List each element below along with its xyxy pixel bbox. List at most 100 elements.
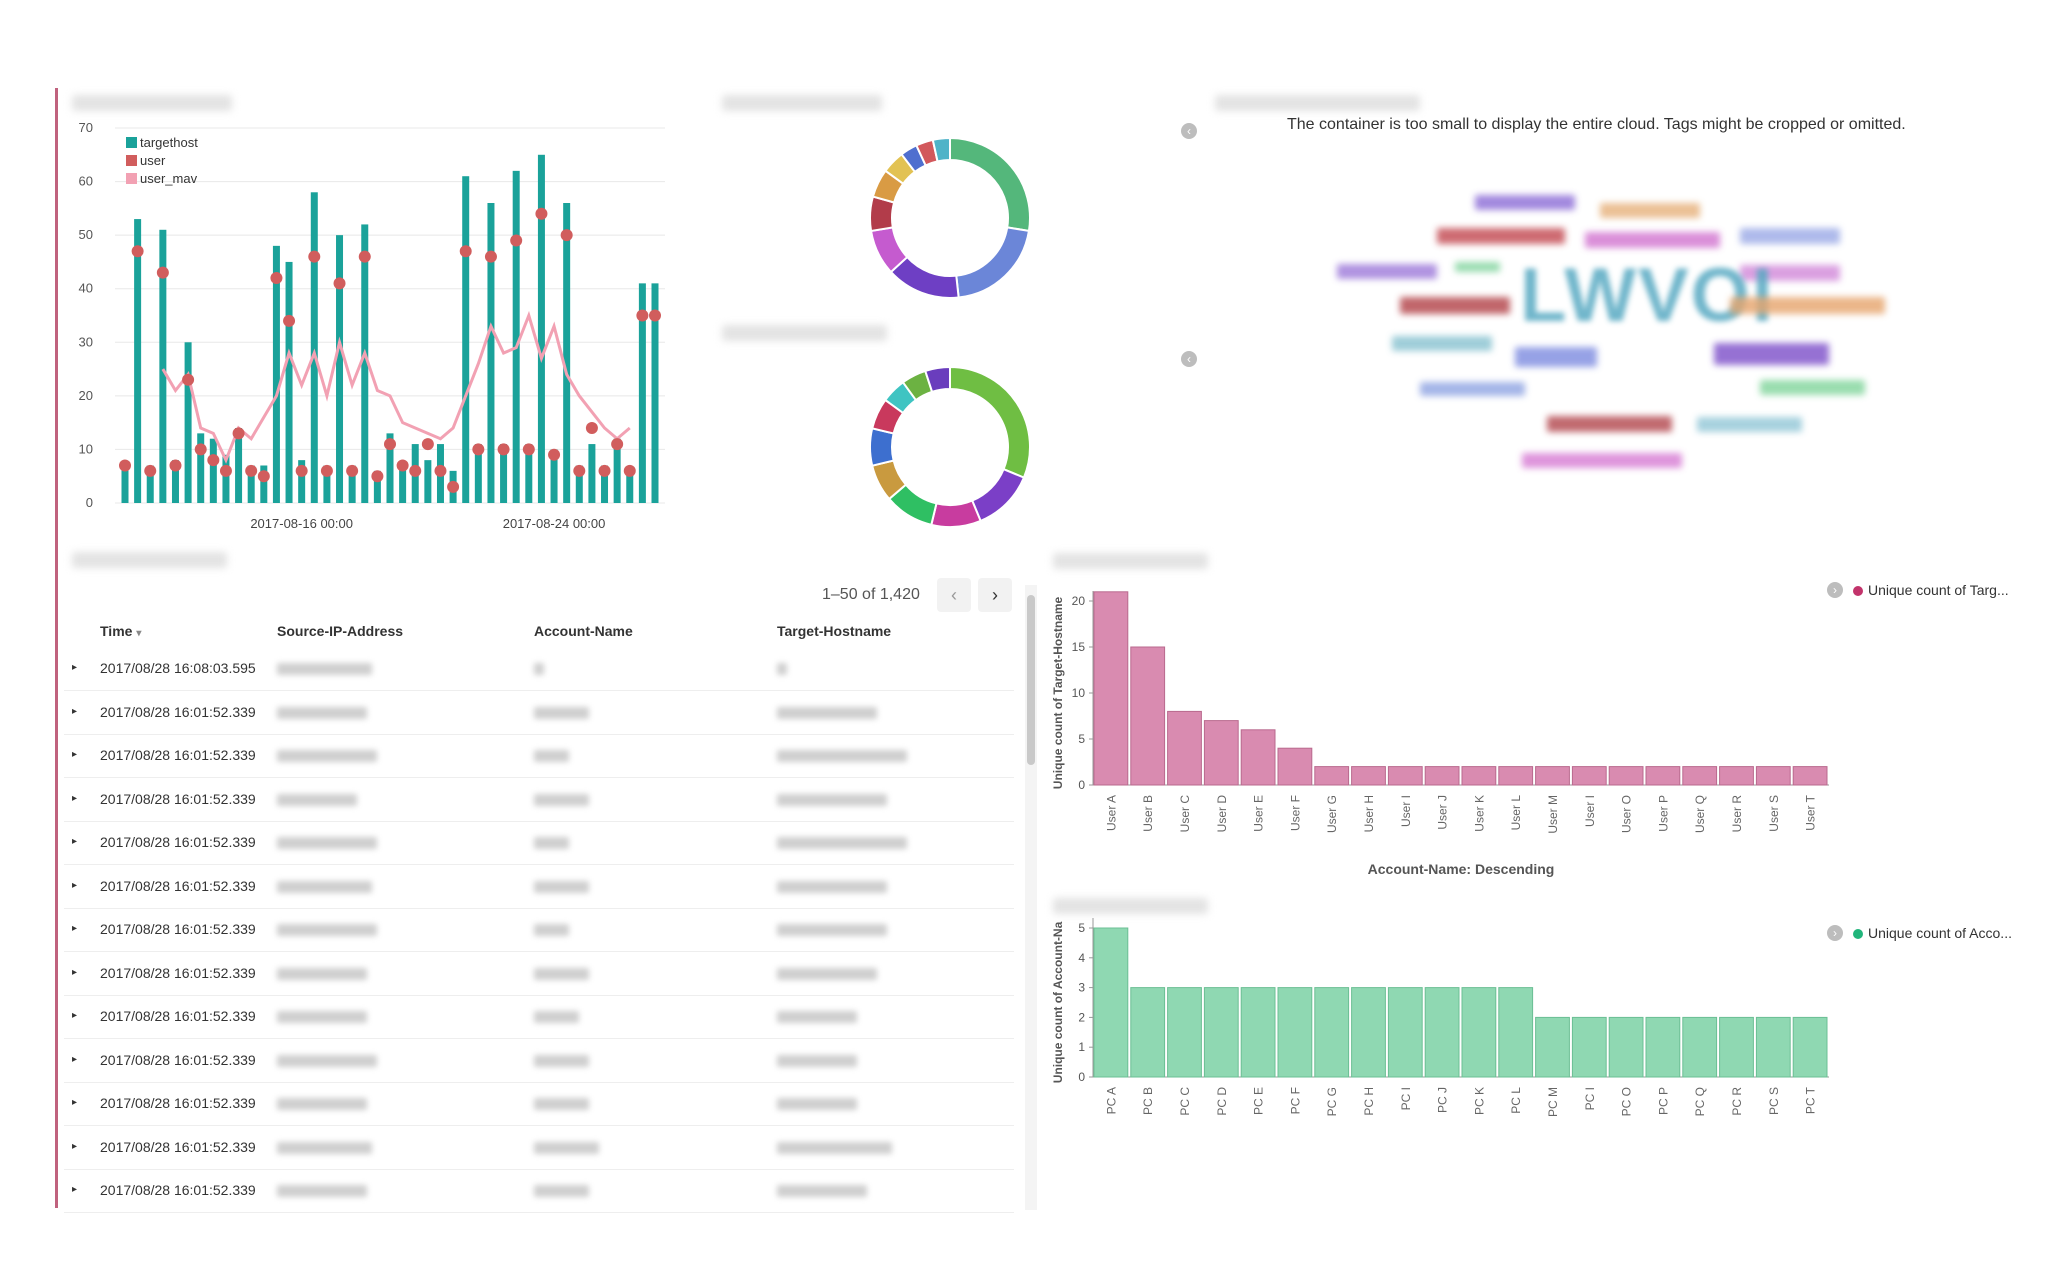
bar-bottom-legend[interactable]: Unique count of Acco...: [1853, 925, 2012, 941]
expand-row-icon[interactable]: ▸: [72, 662, 78, 673]
cloud-tag[interactable]: [1547, 416, 1672, 432]
table-row[interactable]: ▸ 2017/08/28 16:01:52.339: [64, 1126, 1014, 1170]
expand-row-icon[interactable]: ▸: [72, 1097, 78, 1108]
expand-row-icon[interactable]: ▸: [72, 966, 78, 978]
bar[interactable]: [1792, 766, 1828, 786]
bar[interactable]: [1240, 987, 1276, 1078]
cloud-tag[interactable]: [1697, 417, 1802, 432]
cloud-tag[interactable]: [1760, 380, 1865, 395]
table-scrollbar[interactable]: [1025, 585, 1037, 1210]
table-row[interactable]: ▸ 2017/08/28 16:01:52.339: [64, 995, 1014, 1039]
bar-top-legend[interactable]: Unique count of Targ...: [1853, 582, 2009, 598]
bar[interactable]: [1277, 747, 1313, 786]
bar[interactable]: [1755, 766, 1791, 786]
column-header-time[interactable]: Time ▾: [100, 623, 142, 639]
bar[interactable]: [1682, 1016, 1718, 1078]
previous-page-button[interactable]: ‹: [937, 578, 971, 612]
column-header-target-hostname[interactable]: Target-Hostname: [777, 623, 892, 639]
bar[interactable]: [1167, 987, 1202, 1078]
bar[interactable]: [1682, 766, 1718, 786]
expand-row-icon[interactable]: ▸: [72, 836, 78, 847]
cloud-tag[interactable]: [1730, 297, 1885, 314]
donut-slice[interactable]: [949, 365, 1031, 479]
cloud-next-icon[interactable]: ‹: [1181, 351, 1197, 367]
bar[interactable]: [1755, 1016, 1791, 1078]
expand-row-icon[interactable]: ▸: [72, 1184, 78, 1195]
bar[interactable]: [1093, 591, 1129, 786]
expand-row-icon[interactable]: ▸: [72, 1140, 78, 1152]
sort-descending-icon[interactable]: ▾: [136, 628, 142, 639]
bar[interactable]: [1498, 766, 1534, 786]
bar[interactable]: [1424, 987, 1460, 1078]
bar[interactable]: [1498, 987, 1534, 1078]
table-row[interactable]: ▸ 2017/08/28 16:01:52.339: [64, 734, 1014, 778]
cloud-tag[interactable]: [1585, 232, 1720, 248]
bar[interactable]: [1645, 766, 1681, 786]
cloud-prev-icon[interactable]: ‹: [1181, 123, 1197, 139]
expand-row-icon[interactable]: ▸: [72, 1010, 78, 1021]
bar[interactable]: [1535, 766, 1570, 786]
bar[interactable]: [1608, 1016, 1644, 1078]
bar[interactable]: [1792, 1016, 1828, 1078]
table-row[interactable]: ▸ 2017/08/28 16:01:52.339: [64, 952, 1014, 996]
donut-slice[interactable]: [949, 136, 1031, 233]
bar[interactable]: [1277, 987, 1313, 1078]
cloud-tag[interactable]: [1437, 228, 1565, 244]
donut-slice[interactable]: [869, 427, 895, 467]
bar[interactable]: [1461, 987, 1497, 1078]
donut-slice[interactable]: [970, 467, 1026, 523]
legend-toggle-icon[interactable]: ›: [1827, 925, 1843, 941]
bar[interactable]: [1387, 987, 1423, 1078]
bar[interactable]: [1424, 766, 1460, 786]
cloud-tag[interactable]: [1392, 336, 1492, 351]
bar[interactable]: [1314, 987, 1350, 1078]
expand-row-icon[interactable]: ▸: [72, 923, 78, 934]
table-row[interactable]: ▸ 2017/08/28 16:08:03.595: [64, 647, 1014, 691]
cloud-tag-large[interactable]: LWVOI: [1520, 253, 1775, 338]
column-header-account-name[interactable]: Account-Name: [534, 623, 633, 639]
table-row[interactable]: ▸ 2017/08/28 16:01:52.339: [64, 1039, 1014, 1083]
bar[interactable]: [1167, 710, 1202, 786]
bar[interactable]: [1608, 766, 1644, 786]
cloud-tag[interactable]: [1740, 228, 1840, 244]
bar[interactable]: [1645, 1016, 1681, 1078]
bar[interactable]: [1351, 987, 1386, 1078]
donut-slice[interactable]: [931, 136, 951, 163]
donut-slice[interactable]: [955, 226, 1031, 299]
cloud-tag[interactable]: [1600, 203, 1700, 218]
table-row[interactable]: ▸ 2017/08/28 16:01:52.339: [64, 908, 1014, 952]
table-row[interactable]: ▸ 2017/08/28 16:01:52.339: [64, 691, 1014, 735]
expand-row-icon[interactable]: ▸: [72, 792, 78, 804]
cloud-tag[interactable]: [1515, 347, 1597, 367]
cloud-tag[interactable]: [1522, 453, 1682, 468]
bar[interactable]: [1461, 766, 1497, 786]
bar[interactable]: [1203, 720, 1239, 786]
donut-slice[interactable]: [930, 499, 982, 528]
scrollbar-thumb[interactable]: [1027, 595, 1035, 765]
donut-slice[interactable]: [924, 365, 951, 394]
table-row[interactable]: ▸ 2017/08/28 16:01:52.339: [64, 1082, 1014, 1126]
table-row[interactable]: ▸ 2017/08/28 16:01:52.339: [64, 865, 1014, 909]
table-row[interactable]: ▸ 2017/08/28 16:01:52.339: [64, 821, 1014, 865]
expand-row-icon[interactable]: ▸: [72, 749, 78, 760]
legend-toggle-icon[interactable]: ›: [1827, 582, 1843, 598]
bar[interactable]: [1351, 766, 1386, 786]
bar[interactable]: [1535, 1016, 1570, 1078]
bar[interactable]: [1719, 1016, 1754, 1078]
bar[interactable]: [1571, 1016, 1607, 1078]
bar[interactable]: [1571, 766, 1607, 786]
bar[interactable]: [1130, 987, 1166, 1078]
cloud-tag[interactable]: [1714, 343, 1829, 365]
bar[interactable]: [1240, 729, 1276, 786]
table-row[interactable]: ▸ 2017/08/28 16:01:52.339: [64, 1169, 1014, 1213]
bar[interactable]: [1387, 766, 1423, 786]
bar[interactable]: [1719, 766, 1754, 786]
expand-row-icon[interactable]: ▸: [72, 879, 78, 891]
column-header-source-ip[interactable]: Source-IP-Address: [277, 623, 404, 639]
bar[interactable]: [1314, 766, 1350, 786]
expand-row-icon[interactable]: ▸: [72, 1053, 78, 1065]
next-page-button[interactable]: ›: [978, 578, 1012, 612]
bar[interactable]: [1130, 646, 1166, 786]
bar[interactable]: [1203, 987, 1239, 1078]
bar[interactable]: [1093, 927, 1129, 1078]
